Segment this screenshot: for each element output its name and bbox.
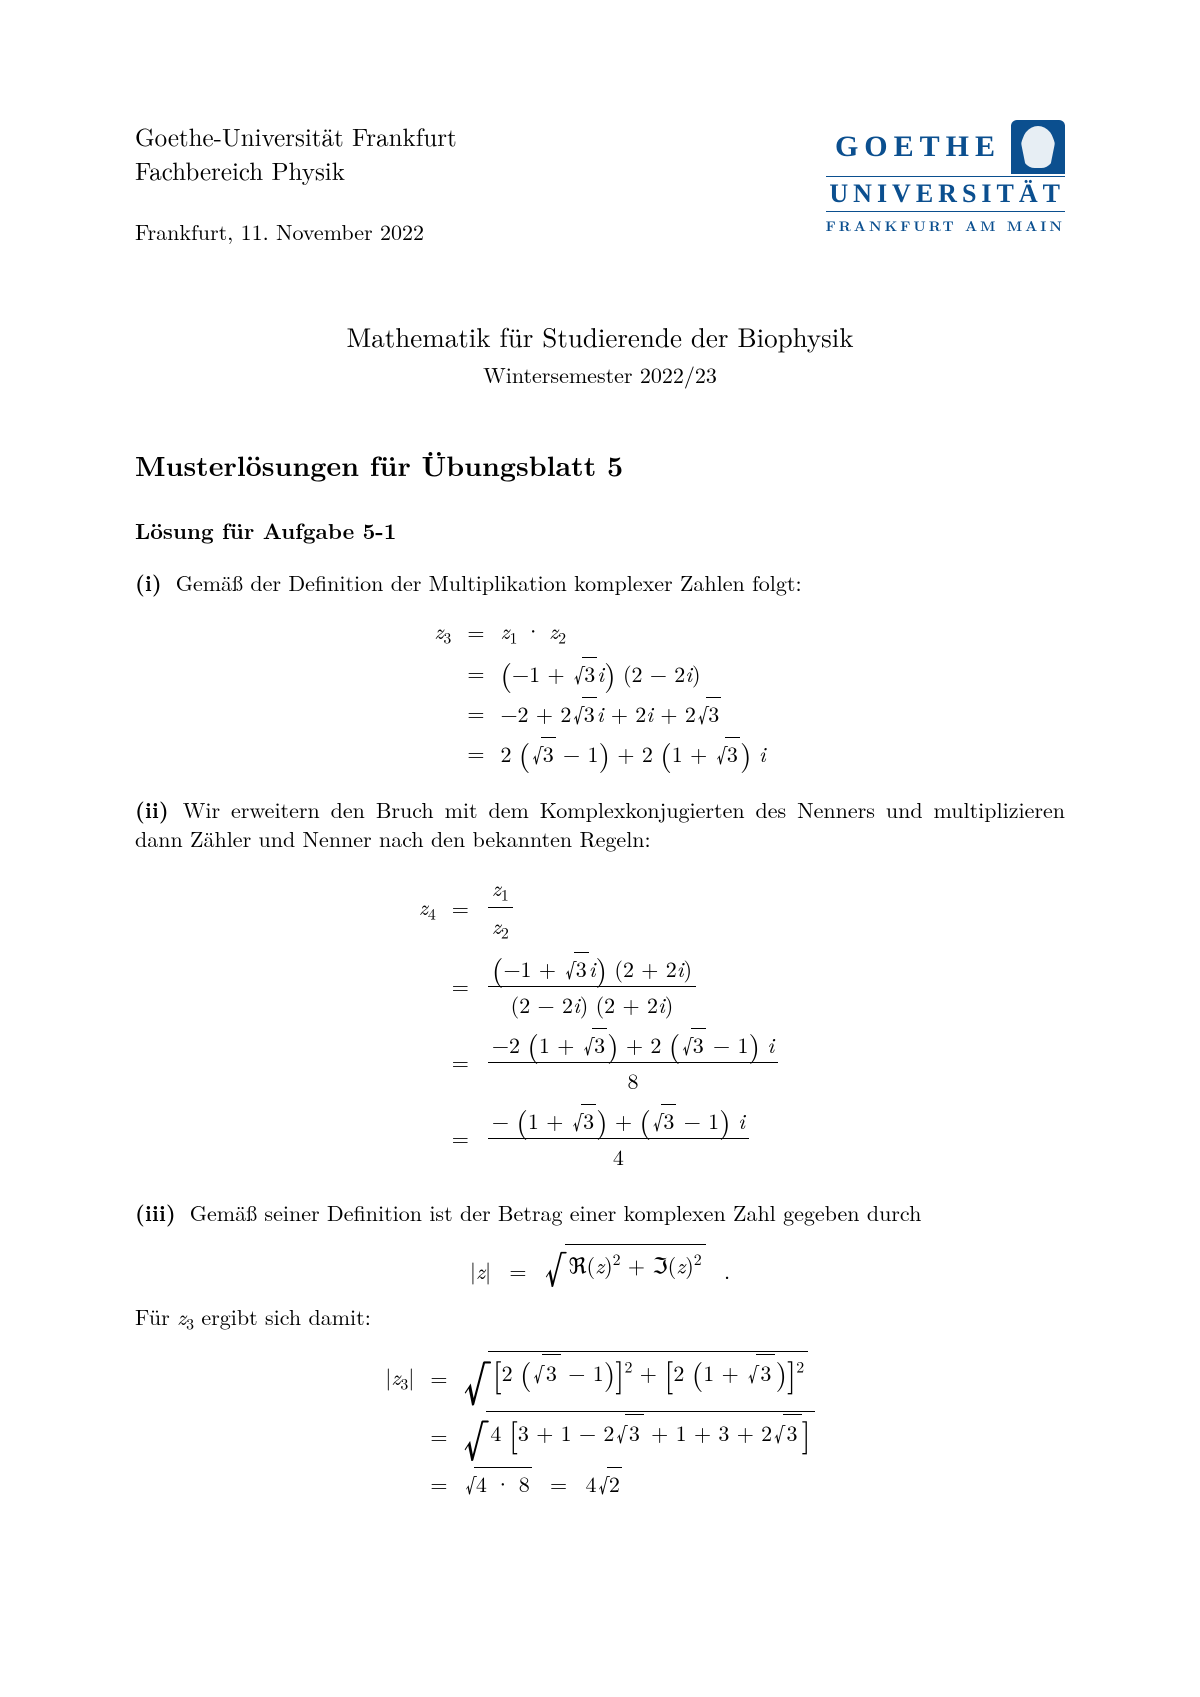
course-title: Mathematik für Studierende der Biophysik: [135, 317, 1065, 355]
part-iii-followup: Für z3 ergibt sich damit:: [135, 1302, 1065, 1334]
logo-line1: GOETHE: [835, 130, 1001, 164]
part-iii-label: (iii): [135, 1197, 176, 1228]
goethe-head-icon: [1011, 120, 1065, 174]
institution: Goethe-Universität Frankfurt: [135, 120, 457, 154]
part-ii-label: (ii): [135, 794, 169, 825]
part-ii-text: Wir erweitern den Bruch mit dem Komplexk…: [135, 794, 1065, 855]
eq-ii: z4 = z1z2 = (−1 + 3i) (2 + 2i) (2 − 2i) …: [135, 868, 1065, 1176]
page: Goethe-Universität Frankfurt Fachbereich…: [0, 0, 1200, 1697]
part-i-text: Gemäß der Definition der Multiplikation …: [176, 567, 802, 598]
header: Goethe-Universität Frankfurt Fachbereich…: [135, 120, 1065, 247]
part-iii-text: Gemäß seiner Definition ist der Betrag e…: [190, 1197, 922, 1228]
course-semester: Wintersemester 2022/23: [135, 359, 1065, 390]
department: Fachbereich Physik: [135, 154, 457, 188]
eq-i: z3 = z1 · z2 = (−1 + 3i) (2 − 2i) = −2 +…: [135, 611, 1065, 772]
logo-line2: UNIVERSITÄT: [829, 179, 1065, 208]
header-left: Goethe-Universität Frankfurt Fachbereich…: [135, 120, 457, 247]
date: Frankfurt, 11. November 2022: [135, 216, 457, 247]
sheet-title: Musterlösungen für Übungsblatt 5: [135, 445, 1065, 485]
part-i-label: (i): [135, 567, 162, 598]
logo-subline: FRANKFURT AM MAIN: [826, 216, 1065, 236]
part-iii: (iii) Gemäß seiner Definition ist der Bet…: [135, 1198, 1065, 1228]
task-title: Lösung für Aufgabe 5-1: [135, 515, 1065, 546]
course-block: Mathematik für Studierende der Biophysik…: [135, 317, 1065, 390]
part-i: (i) Gemäß der Definition der Multiplikati…: [135, 568, 1065, 598]
university-logo: GOETHE UNIVERSITÄT FRANKFURT AM MAIN: [826, 120, 1065, 236]
eq-iii: |z3| = √ [2 (3 − 1)]2 + [2 (1 + 3)]2 = √…: [135, 1347, 1065, 1503]
part-ii: (ii)Wir erweitern den Bruch mit dem Komp…: [135, 795, 1065, 854]
eq-iii-def: |z| = √ℜ(z)2 + ℑ(z)2 .: [135, 1244, 1065, 1286]
